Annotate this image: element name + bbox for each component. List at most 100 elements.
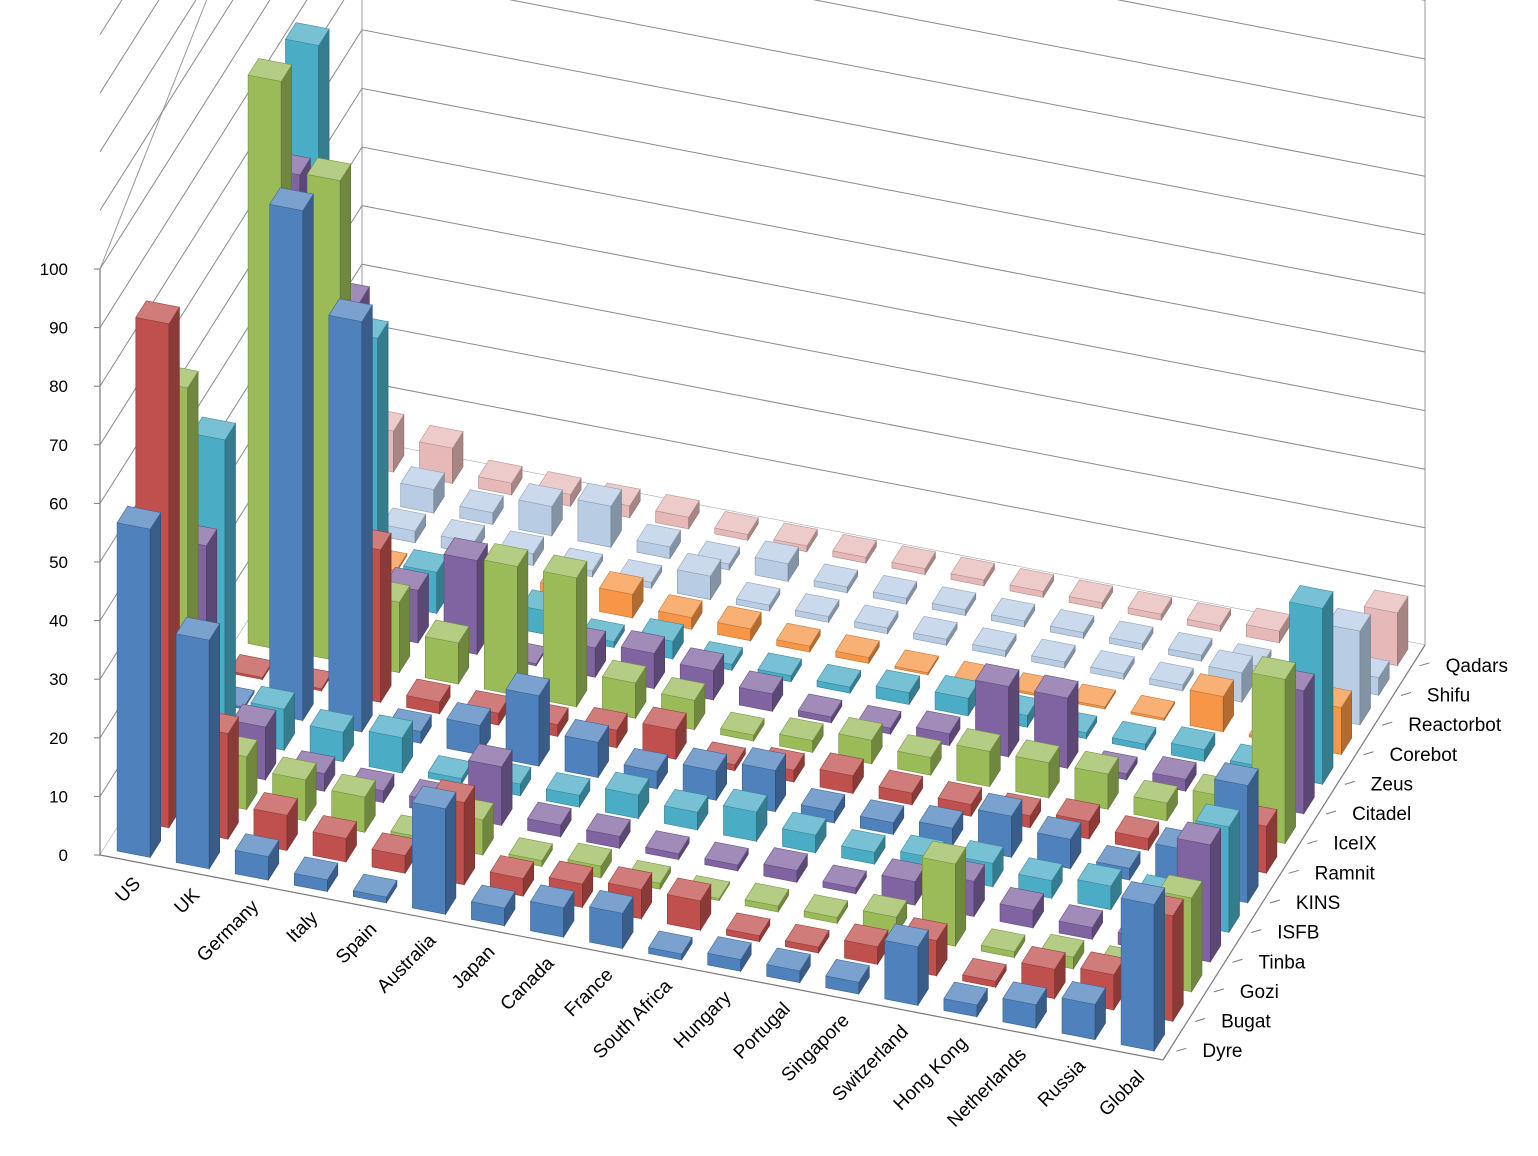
bar-side-face: [1210, 827, 1221, 964]
bar-side-face: [149, 511, 161, 859]
bar-top-face: [822, 864, 867, 889]
bar-iceix-italy: [424, 619, 470, 686]
bar-top-face: [980, 928, 1026, 953]
bar-top-face: [1049, 609, 1095, 633]
category-label: Spain: [332, 919, 381, 968]
bar-top-face: [577, 482, 622, 507]
series-tick-mark: [1232, 958, 1243, 963]
bar-dyre-us: [116, 505, 162, 859]
bar-top-face: [931, 586, 977, 611]
bar-dyre-global: [1120, 881, 1166, 1053]
bar-isfb-portugal: [841, 829, 886, 866]
value-tick-label: 20: [49, 729, 68, 748]
bar-reactorbot-hong-kong: [1149, 661, 1194, 692]
bar-top-face: [832, 533, 877, 558]
bar-dyre-russia: [1061, 981, 1106, 1041]
bar-qadars-global: [1363, 589, 1409, 667]
bar-top-face: [897, 734, 942, 758]
bar-top-face: [658, 594, 703, 618]
bar-kins-portugal: [859, 799, 905, 836]
bar-top-face: [645, 830, 690, 855]
bar-top-face: [1168, 631, 1213, 656]
category-axis-line: [99, 854, 1164, 1061]
bar-top-face: [250, 685, 296, 710]
bar-top-face: [859, 799, 905, 824]
bar-top-face: [663, 788, 709, 813]
bar-top-face: [797, 693, 843, 718]
bar-reactorbot-canada: [735, 581, 781, 613]
bar-top-face: [483, 543, 529, 567]
bar-top-face: [1195, 803, 1240, 828]
bar-top-face: [446, 702, 491, 726]
bar-dyre-spain: [352, 873, 398, 904]
bar-isfb-germany: [309, 708, 355, 763]
bar-top-face: [1058, 904, 1104, 928]
bar-top-face: [835, 634, 880, 658]
category-label: UK: [171, 885, 205, 919]
category-label: Global: [1095, 1067, 1149, 1121]
bar-top-face: [990, 597, 1036, 622]
bar-top-face: [293, 856, 339, 881]
bar-top-face: [956, 728, 1001, 752]
bar-top-face: [508, 837, 553, 861]
gridline: [99, 0, 1426, 387]
bar-tinba-hungary: [763, 847, 808, 884]
bar-front-face: [175, 633, 210, 870]
bar-shifu-portugal: [990, 597, 1036, 628]
value-tick-label: 60: [49, 494, 68, 513]
series-tick-mark: [1176, 1047, 1187, 1052]
bar-zeus-portugal: [934, 674, 980, 717]
category-label: Portugal: [730, 999, 795, 1064]
bar-isfb-hungary: [782, 811, 827, 854]
bar-bugat-hong-kong: [962, 957, 1007, 989]
bar-top-face: [406, 678, 451, 703]
bar-top-face: [530, 884, 575, 909]
bar-top-face: [1009, 568, 1055, 592]
bar-top-face: [1152, 756, 1197, 780]
bar-top-face: [784, 923, 830, 948]
series-tick-mark: [1400, 691, 1412, 696]
bar-top-face: [527, 801, 572, 826]
bar-tinba-japan: [527, 801, 572, 838]
bar-gozi-hong-kong: [980, 928, 1026, 959]
bar-zeus-south-africa: [816, 663, 862, 695]
bar-top-face: [306, 157, 352, 182]
bar-top-face: [1055, 798, 1101, 822]
gridline: [99, 29, 1426, 446]
value-tick-label: 70: [49, 436, 68, 455]
category-label: US: [112, 873, 146, 907]
bar-reactorbot-hungary: [913, 615, 958, 647]
bar-top-face: [959, 840, 1004, 864]
bar-top-face: [766, 947, 811, 972]
bar-bugat-hungary: [725, 912, 771, 943]
bar-kins-switzerland: [977, 792, 1023, 859]
category-label: Singapore: [778, 1010, 854, 1086]
bar-top-face: [470, 884, 516, 909]
bar-top-face: [1002, 981, 1047, 1006]
bar-qadars-south-africa: [891, 545, 936, 576]
bar-shifu-spain: [577, 482, 622, 549]
bar-top-face: [816, 663, 862, 688]
bar-iceix-france: [720, 711, 765, 743]
bar-top-face: [231, 703, 277, 728]
bar-bugat-italy: [312, 815, 357, 863]
category-label: Italy: [283, 907, 323, 947]
bar-iceix-japan: [601, 659, 647, 720]
bar-top-face: [872, 574, 918, 599]
bar-top-face: [813, 563, 859, 588]
bar-shifu-germany: [459, 489, 504, 526]
bar-top-face: [459, 489, 504, 514]
bar-top-face: [838, 716, 883, 741]
bar-corebot-canada: [717, 605, 762, 642]
bar-top-face: [489, 855, 535, 879]
bar-reactorbot-france: [794, 593, 840, 624]
bar-side-face: [208, 622, 220, 870]
bar-isfb-france: [663, 788, 709, 831]
bar-shifu-hong-kong: [1168, 631, 1213, 663]
bar-dyre-hong-kong: [943, 981, 988, 1018]
bar-qadars-portugal: [1009, 568, 1055, 599]
bar-corebot-south-africa: [835, 634, 880, 665]
bar-top-face: [943, 981, 988, 1006]
series-tick-mark: [1344, 780, 1355, 785]
bar-top-face: [962, 957, 1007, 982]
